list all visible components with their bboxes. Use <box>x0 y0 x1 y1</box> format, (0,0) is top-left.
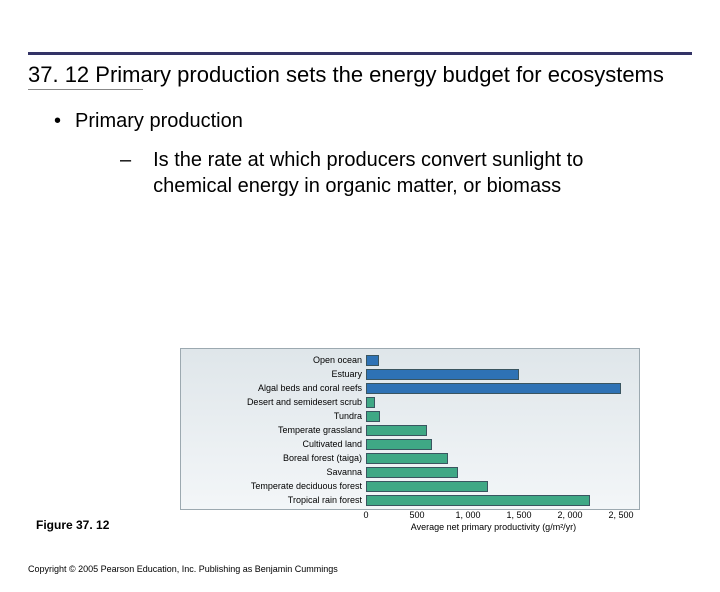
chart-bar <box>366 411 380 422</box>
chart-row: Cultivated land <box>181 437 639 451</box>
chart-tick: 1, 500 <box>506 510 531 520</box>
chart-tick: 2, 500 <box>608 510 633 520</box>
chart-bar-track <box>366 383 621 394</box>
bullet-dash: – <box>120 147 131 199</box>
chart-tick: 500 <box>409 510 424 520</box>
chart-bar-track <box>366 369 621 380</box>
chart-row: Temperate deciduous forest <box>181 479 639 493</box>
bullet-level-1: • Primary production <box>54 110 692 133</box>
chart-bar <box>366 369 519 380</box>
chart-bar-track <box>366 425 621 436</box>
chart-row-label: Cultivated land <box>181 439 366 449</box>
slide-title: 37. 12 Primary production sets the energ… <box>28 61 692 89</box>
chart-row: Tropical rain forest <box>181 493 639 507</box>
chart-axis: Average net primary productivity (g/m²/y… <box>180 510 640 540</box>
bullet-dot: • <box>54 110 61 133</box>
chart-row-label: Estuary <box>181 369 366 379</box>
chart-row-label: Tropical rain forest <box>181 495 366 505</box>
chart-row: Estuary <box>181 367 639 381</box>
chart-bar-track <box>366 439 621 450</box>
chart-row: Savanna <box>181 465 639 479</box>
chart-bar <box>366 495 590 506</box>
chart-row-label: Temperate grassland <box>181 425 366 435</box>
chart-tick: 2, 000 <box>557 510 582 520</box>
chart-bar-track <box>366 411 621 422</box>
chart-bar-track <box>366 481 621 492</box>
chart-row-label: Savanna <box>181 467 366 477</box>
productivity-chart: Open ocean Estuary Algal beds and coral re… <box>180 348 640 540</box>
chart-row-label: Temperate deciduous forest <box>181 481 366 491</box>
title-rule <box>28 52 692 55</box>
chart-bar-track <box>366 397 621 408</box>
chart-row: Desert and semidesert scrub <box>181 395 639 409</box>
chart-row: Open ocean <box>181 353 639 367</box>
chart-bar-track <box>366 495 621 506</box>
chart-plot-area: Open ocean Estuary Algal beds and coral re… <box>180 348 640 510</box>
chart-row: Algal beds and coral reefs <box>181 381 639 395</box>
chart-bar <box>366 467 458 478</box>
title-underline <box>28 89 143 90</box>
chart-bar-track <box>366 453 621 464</box>
chart-row-label: Boreal forest (taiga) <box>181 453 366 463</box>
chart-tick: 0 <box>363 510 368 520</box>
chart-bar <box>366 481 488 492</box>
chart-tick: 1, 000 <box>455 510 480 520</box>
chart-bar <box>366 397 375 408</box>
chart-bar <box>366 453 448 464</box>
chart-bar-track <box>366 355 621 366</box>
bullet-l1-text: Primary production <box>75 110 243 133</box>
figure-label: Figure 37. 12 <box>36 518 109 532</box>
chart-row-label: Algal beds and coral reefs <box>181 383 366 393</box>
copyright-text: Copyright © 2005 Pearson Education, Inc.… <box>28 564 338 574</box>
bullet-l2-text: Is the rate at which producers convert s… <box>153 147 653 199</box>
chart-row-label: Open ocean <box>181 355 366 365</box>
chart-axis-title: Average net primary productivity (g/m²/y… <box>366 522 621 532</box>
chart-bar <box>366 355 379 366</box>
chart-bar <box>366 425 427 436</box>
chart-row: Tundra <box>181 409 639 423</box>
chart-bar <box>366 439 432 450</box>
chart-bar-track <box>366 467 621 478</box>
bullet-level-2: – Is the rate at which producers convert… <box>120 147 692 199</box>
chart-row-label: Desert and semidesert scrub <box>181 397 366 407</box>
chart-row: Boreal forest (taiga) <box>181 451 639 465</box>
chart-row: Temperate grassland <box>181 423 639 437</box>
chart-row-label: Tundra <box>181 411 366 421</box>
chart-bar <box>366 383 621 394</box>
